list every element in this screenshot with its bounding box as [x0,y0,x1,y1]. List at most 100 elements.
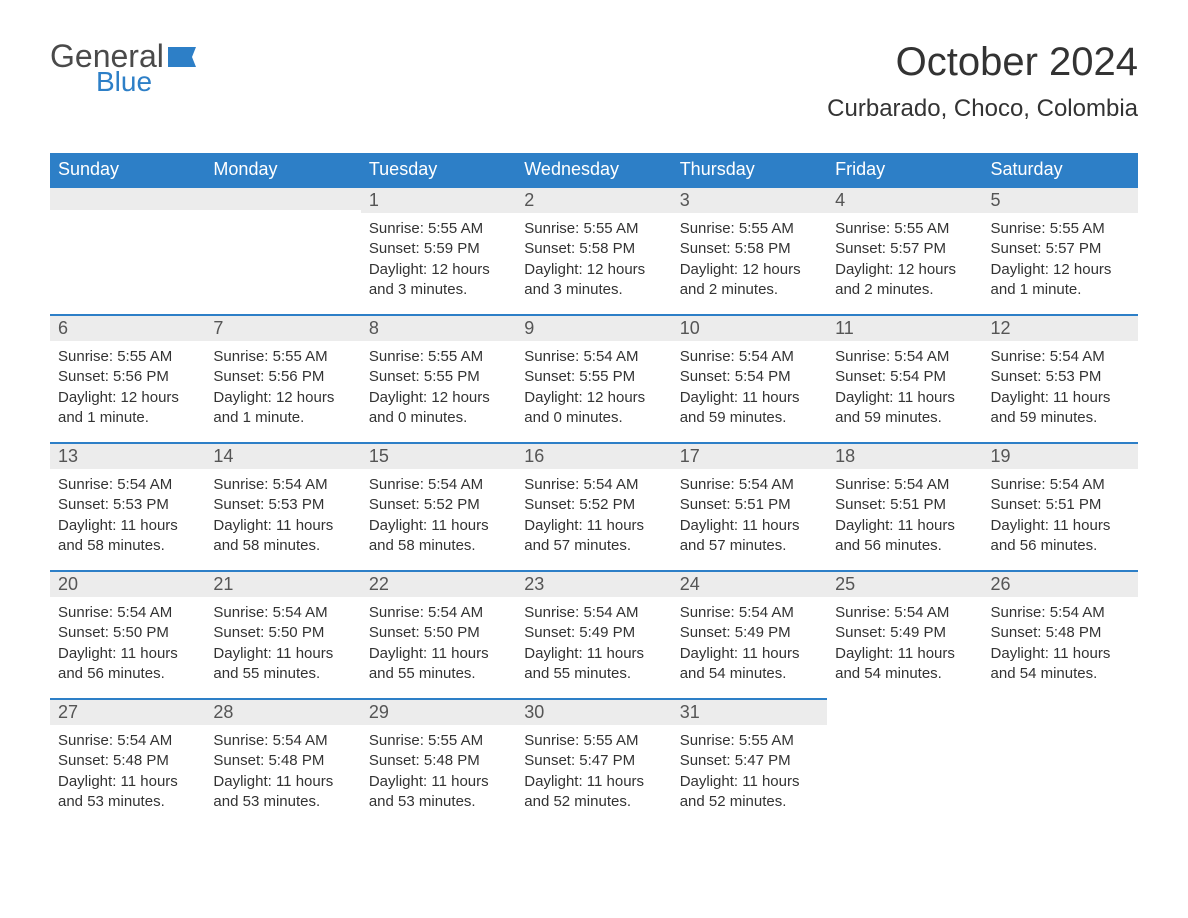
calendar-cell: 15Sunrise: 5:54 AMSunset: 5:52 PMDayligh… [361,442,516,570]
weekday-header: Friday [827,153,982,186]
calendar-cell [50,186,205,314]
calendar-cell: 18Sunrise: 5:54 AMSunset: 5:51 PMDayligh… [827,442,982,570]
day-number: 7 [205,314,360,341]
day-number: 15 [361,442,516,469]
day-detail: Sunrise: 5:55 AMSunset: 5:47 PMDaylight:… [672,725,827,816]
day-detail: Sunrise: 5:55 AMSunset: 5:56 PMDaylight:… [205,341,360,432]
day-number: 29 [361,698,516,725]
calendar-cell: 7Sunrise: 5:55 AMSunset: 5:56 PMDaylight… [205,314,360,442]
calendar-cell: 17Sunrise: 5:54 AMSunset: 5:51 PMDayligh… [672,442,827,570]
day-detail: Sunrise: 5:55 AMSunset: 5:56 PMDaylight:… [50,341,205,432]
calendar-cell: 27Sunrise: 5:54 AMSunset: 5:48 PMDayligh… [50,698,205,826]
day-number: 5 [983,186,1138,213]
logo-word-blue: Blue [96,68,196,96]
day-detail: Sunrise: 5:54 AMSunset: 5:51 PMDaylight:… [672,469,827,560]
day-number: 14 [205,442,360,469]
weekday-header: Thursday [672,153,827,186]
calendar-cell: 25Sunrise: 5:54 AMSunset: 5:49 PMDayligh… [827,570,982,698]
day-number: 28 [205,698,360,725]
day-number: 26 [983,570,1138,597]
day-number: 17 [672,442,827,469]
day-detail: Sunrise: 5:54 AMSunset: 5:53 PMDaylight:… [50,469,205,560]
weekday-header: Saturday [983,153,1138,186]
day-number: 13 [50,442,205,469]
calendar-cell [983,698,1138,826]
logo: General Blue [50,40,196,96]
calendar-cell: 3Sunrise: 5:55 AMSunset: 5:58 PMDaylight… [672,186,827,314]
calendar-cell: 20Sunrise: 5:54 AMSunset: 5:50 PMDayligh… [50,570,205,698]
day-detail: Sunrise: 5:54 AMSunset: 5:52 PMDaylight:… [361,469,516,560]
title-block: October 2024 Curbarado, Choco, Colombia [827,40,1138,123]
calendar-cell: 10Sunrise: 5:54 AMSunset: 5:54 PMDayligh… [672,314,827,442]
calendar-cell: 4Sunrise: 5:55 AMSunset: 5:57 PMDaylight… [827,186,982,314]
empty-day-header [50,186,205,210]
calendar-cell: 8Sunrise: 5:55 AMSunset: 5:55 PMDaylight… [361,314,516,442]
weekday-header: Wednesday [516,153,671,186]
calendar-cell: 14Sunrise: 5:54 AMSunset: 5:53 PMDayligh… [205,442,360,570]
day-detail: Sunrise: 5:55 AMSunset: 5:58 PMDaylight:… [672,213,827,304]
calendar-row: 20Sunrise: 5:54 AMSunset: 5:50 PMDayligh… [50,570,1138,698]
calendar-cell: 2Sunrise: 5:55 AMSunset: 5:58 PMDaylight… [516,186,671,314]
day-detail: Sunrise: 5:54 AMSunset: 5:48 PMDaylight:… [983,597,1138,688]
day-detail: Sunrise: 5:54 AMSunset: 5:50 PMDaylight:… [205,597,360,688]
calendar-cell: 23Sunrise: 5:54 AMSunset: 5:49 PMDayligh… [516,570,671,698]
day-number: 12 [983,314,1138,341]
day-detail: Sunrise: 5:54 AMSunset: 5:52 PMDaylight:… [516,469,671,560]
day-number: 18 [827,442,982,469]
calendar-cell: 22Sunrise: 5:54 AMSunset: 5:50 PMDayligh… [361,570,516,698]
day-number: 10 [672,314,827,341]
calendar-row: 6Sunrise: 5:55 AMSunset: 5:56 PMDaylight… [50,314,1138,442]
day-number: 1 [361,186,516,213]
location: Curbarado, Choco, Colombia [827,95,1138,123]
day-number: 4 [827,186,982,213]
day-detail: Sunrise: 5:54 AMSunset: 5:49 PMDaylight:… [516,597,671,688]
day-detail: Sunrise: 5:54 AMSunset: 5:51 PMDaylight:… [827,469,982,560]
day-detail: Sunrise: 5:55 AMSunset: 5:47 PMDaylight:… [516,725,671,816]
day-detail: Sunrise: 5:54 AMSunset: 5:49 PMDaylight:… [672,597,827,688]
calendar-cell: 13Sunrise: 5:54 AMSunset: 5:53 PMDayligh… [50,442,205,570]
calendar-row: 27Sunrise: 5:54 AMSunset: 5:48 PMDayligh… [50,698,1138,826]
day-number: 24 [672,570,827,597]
day-number: 9 [516,314,671,341]
calendar-cell: 24Sunrise: 5:54 AMSunset: 5:49 PMDayligh… [672,570,827,698]
day-number: 6 [50,314,205,341]
day-detail: Sunrise: 5:54 AMSunset: 5:50 PMDaylight:… [50,597,205,688]
calendar-cell: 31Sunrise: 5:55 AMSunset: 5:47 PMDayligh… [672,698,827,826]
day-detail: Sunrise: 5:55 AMSunset: 5:48 PMDaylight:… [361,725,516,816]
calendar-cell: 11Sunrise: 5:54 AMSunset: 5:54 PMDayligh… [827,314,982,442]
day-number: 16 [516,442,671,469]
day-detail: Sunrise: 5:54 AMSunset: 5:49 PMDaylight:… [827,597,982,688]
day-detail: Sunrise: 5:55 AMSunset: 5:59 PMDaylight:… [361,213,516,304]
calendar-cell: 21Sunrise: 5:54 AMSunset: 5:50 PMDayligh… [205,570,360,698]
calendar-table: SundayMondayTuesdayWednesdayThursdayFrid… [50,153,1138,826]
weekday-header: Monday [205,153,360,186]
day-number: 20 [50,570,205,597]
calendar-row: 13Sunrise: 5:54 AMSunset: 5:53 PMDayligh… [50,442,1138,570]
day-detail: Sunrise: 5:54 AMSunset: 5:55 PMDaylight:… [516,341,671,432]
calendar-cell: 16Sunrise: 5:54 AMSunset: 5:52 PMDayligh… [516,442,671,570]
calendar-body: 1Sunrise: 5:55 AMSunset: 5:59 PMDaylight… [50,186,1138,826]
calendar-cell: 12Sunrise: 5:54 AMSunset: 5:53 PMDayligh… [983,314,1138,442]
calendar-cell: 28Sunrise: 5:54 AMSunset: 5:48 PMDayligh… [205,698,360,826]
day-number: 25 [827,570,982,597]
calendar-cell: 30Sunrise: 5:55 AMSunset: 5:47 PMDayligh… [516,698,671,826]
weekday-header: Tuesday [361,153,516,186]
day-number: 31 [672,698,827,725]
calendar-cell: 5Sunrise: 5:55 AMSunset: 5:57 PMDaylight… [983,186,1138,314]
day-detail: Sunrise: 5:55 AMSunset: 5:55 PMDaylight:… [361,341,516,432]
day-detail: Sunrise: 5:54 AMSunset: 5:50 PMDaylight:… [361,597,516,688]
day-number: 21 [205,570,360,597]
day-number: 11 [827,314,982,341]
calendar-cell: 9Sunrise: 5:54 AMSunset: 5:55 PMDaylight… [516,314,671,442]
day-detail: Sunrise: 5:54 AMSunset: 5:48 PMDaylight:… [205,725,360,816]
day-detail: Sunrise: 5:54 AMSunset: 5:53 PMDaylight:… [983,341,1138,432]
day-detail: Sunrise: 5:54 AMSunset: 5:54 PMDaylight:… [672,341,827,432]
calendar-cell: 1Sunrise: 5:55 AMSunset: 5:59 PMDaylight… [361,186,516,314]
calendar-cell: 6Sunrise: 5:55 AMSunset: 5:56 PMDaylight… [50,314,205,442]
calendar-cell [827,698,982,826]
day-number: 3 [672,186,827,213]
day-number: 23 [516,570,671,597]
header: General Blue October 2024 Curbarado, Cho… [50,40,1138,123]
day-number: 2 [516,186,671,213]
calendar-row: 1Sunrise: 5:55 AMSunset: 5:59 PMDaylight… [50,186,1138,314]
